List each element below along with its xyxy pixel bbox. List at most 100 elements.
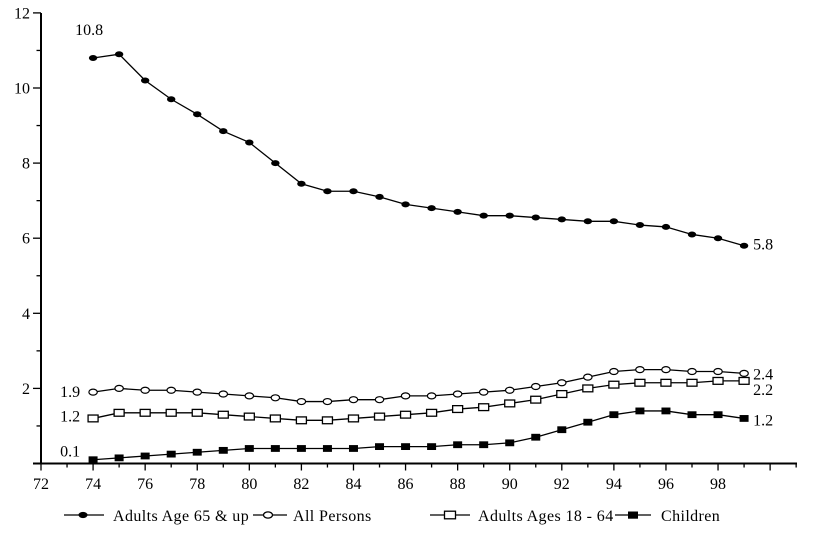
marker-open-circle-all-persons	[140, 386, 150, 394]
data-label: 1.9	[60, 384, 80, 401]
marker-open-circle-all-persons	[504, 386, 515, 394]
x-tick-label: 84	[345, 476, 361, 493]
series-line-adults-65-up	[92, 53, 745, 247]
marker-open-square-adults-18-64	[269, 414, 282, 423]
marker-open-square-adults-18-64	[686, 378, 698, 387]
legend-label-children: Children	[661, 508, 720, 525]
marker-filled-circle-adults-65-up	[88, 54, 98, 61]
marker-filled-circle-adults-65-up	[297, 180, 306, 187]
marker-open-circle-all-persons	[583, 373, 593, 381]
legend-label-all-persons: All Persons	[293, 508, 372, 525]
x-tick-label: 80	[241, 476, 257, 493]
marker-open-circle-all-persons	[296, 397, 307, 406]
marker-filled-square-children	[531, 433, 541, 441]
marker-filled-square-children	[270, 445, 280, 452]
marker-filled-square-children	[296, 445, 306, 452]
marker-open-circle-all-persons	[739, 369, 749, 377]
legend-item-adults-65-up: Adults Age 65 & up	[64, 508, 249, 525]
marker-open-square-adults-18-64	[139, 408, 151, 417]
marker-open-square-adults-18-64	[608, 380, 620, 389]
x-tick-label: 90	[502, 476, 518, 493]
marker-filled-square-children	[114, 454, 124, 462]
marker-open-circle-all-persons	[192, 388, 203, 396]
marker-open-square-adults-18-64	[399, 410, 412, 419]
marker-open-circle-all-persons	[374, 396, 385, 404]
marker-open-circle-all-persons	[635, 366, 645, 374]
marker-filled-circle-adults-65-up	[271, 160, 280, 167]
x-tick-label: 88	[450, 476, 466, 493]
x-tick-label: 86	[398, 476, 414, 493]
marker-filled-circle-adults-65-up	[479, 212, 488, 219]
y-tick-label: 6	[22, 231, 30, 248]
data-label: 2.2	[753, 382, 773, 399]
marker-filled-square-children	[244, 445, 254, 452]
marker-filled-square-children	[140, 452, 150, 460]
marker-filled-square-children	[218, 446, 228, 454]
marker-filled-circle-adults-65-up	[323, 188, 332, 195]
x-tick-label: 92	[554, 476, 570, 493]
marker-open-square-adults-18-64	[113, 408, 125, 417]
x-tick-label: 78	[189, 476, 205, 493]
x-tick-label: 98	[710, 476, 726, 493]
marker-open-circle-all-persons	[166, 386, 176, 394]
marker-open-circle-all-persons	[270, 394, 281, 402]
marker-filled-circle-adults-65-up	[557, 216, 566, 223]
marker-open-circle-all-persons	[556, 379, 567, 387]
marker-open-circle-all-persons	[478, 388, 489, 396]
marker-open-square-adults-18-64	[712, 376, 724, 385]
marker-filled-circle-adults-65-up	[375, 193, 384, 200]
marker-open-square-adults-18-64	[660, 378, 672, 387]
marker-filled-circle-adults-65-up	[739, 242, 749, 249]
marker-filled-circle-adults-65-up	[427, 205, 436, 212]
marker-open-circle-all-persons	[687, 367, 697, 376]
marker-open-square-adults-18-64	[191, 408, 203, 417]
marker-filled-square-children	[557, 426, 567, 434]
marker-filled-circle-adults-65-up	[453, 208, 462, 215]
legend-label-adults-65-up: Adults Age 65 & up	[113, 508, 249, 525]
marker-open-square-adults-18-64	[556, 389, 568, 399]
marker-filled-square-children	[479, 441, 489, 449]
marker-filled-circle-adults-65-up	[713, 235, 723, 242]
marker-filled-square-children	[635, 407, 645, 415]
marker-filled-circle-adults-65-up	[167, 96, 176, 103]
marker-filled-circle-adults-65-up	[609, 218, 619, 225]
marker-filled-circle-adults-65-up	[531, 214, 540, 221]
marker-open-square-adults-18-64	[451, 405, 464, 414]
y-tick-label: 10	[14, 81, 30, 98]
marker-filled-circle-adults-65-up	[349, 188, 358, 195]
marker-open-square-adults-18-64	[165, 408, 177, 417]
marker-filled-square-children	[453, 441, 463, 449]
y-tick-label: 12	[14, 5, 30, 22]
x-tick-label: 76	[137, 476, 153, 493]
legend-item-adults-18-64: Adults Ages 18 - 64	[430, 508, 613, 525]
filled-square-icon	[628, 511, 638, 519]
open-square-icon	[443, 510, 457, 520]
marker-filled-circle-adults-65-up	[687, 231, 697, 238]
data-label: 5.8	[753, 237, 773, 254]
marker-open-square-adults-18-64	[478, 403, 490, 412]
marker-open-square-adults-18-64	[373, 412, 386, 421]
marker-filled-circle-adults-65-up	[505, 212, 514, 219]
marker-open-circle-all-persons	[244, 392, 255, 400]
marker-open-circle-all-persons	[452, 390, 463, 398]
data-label: 1.2	[753, 412, 773, 429]
marker-filled-square-children	[505, 439, 515, 447]
marker-open-square-adults-18-64	[217, 410, 229, 419]
marker-open-square-adults-18-64	[504, 399, 516, 408]
marker-open-circle-all-persons	[609, 367, 619, 376]
marker-filled-square-children	[166, 450, 176, 458]
marker-open-circle-all-persons	[114, 384, 124, 392]
marker-filled-square-children	[401, 443, 411, 451]
marker-filled-square-children	[88, 456, 98, 464]
x-tick-label: 82	[293, 476, 309, 493]
marker-open-square-adults-18-64	[582, 384, 594, 393]
marker-open-circle-all-persons	[322, 397, 333, 406]
series-line-all-persons	[92, 368, 745, 403]
marker-filled-square-children	[609, 411, 619, 419]
marker-open-circle-all-persons	[530, 382, 541, 391]
x-tick-label: 96	[658, 476, 674, 493]
marker-filled-circle-adults-65-up	[401, 201, 410, 208]
x-tick-label: 72	[33, 476, 49, 493]
